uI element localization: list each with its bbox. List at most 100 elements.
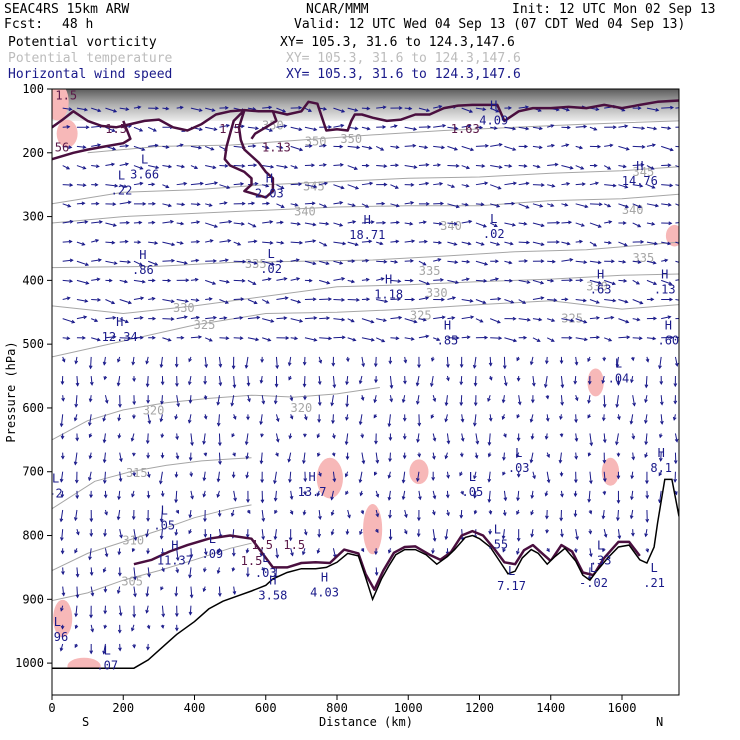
wind-arrowhead bbox=[68, 107, 73, 111]
wind-arrowhead bbox=[252, 223, 257, 228]
wind-arrowhead bbox=[545, 529, 549, 534]
wind-vector bbox=[589, 336, 600, 339]
wind-arrowhead bbox=[155, 106, 160, 111]
wind-vector bbox=[76, 260, 89, 266]
wind-arrowhead bbox=[341, 297, 346, 302]
wind-vector bbox=[262, 165, 274, 168]
wind-arrowhead bbox=[116, 516, 121, 521]
wind-vector bbox=[560, 395, 563, 405]
wind-arrowhead bbox=[587, 414, 591, 419]
wind-arrowhead bbox=[103, 494, 108, 499]
wind-arrowhead bbox=[279, 220, 284, 225]
pv-contour bbox=[52, 120, 132, 161]
wind-vector bbox=[418, 221, 426, 224]
wind-vector bbox=[62, 586, 65, 596]
wind-arrowhead bbox=[302, 460, 306, 465]
wind-arrowhead bbox=[529, 361, 534, 366]
wind-vector bbox=[561, 183, 570, 186]
wind-arrowhead bbox=[312, 239, 317, 243]
wind-arrowhead bbox=[303, 491, 307, 496]
wind-vector bbox=[489, 222, 498, 227]
wind-arrowhead bbox=[588, 530, 593, 535]
wind-arrowhead bbox=[637, 106, 642, 110]
theta-label: 350 bbox=[340, 132, 362, 146]
wind-arrowhead bbox=[502, 365, 507, 370]
x-tick-label: 400 bbox=[184, 701, 206, 715]
wind-arrowhead bbox=[516, 510, 520, 515]
wind-arrowhead bbox=[66, 336, 71, 341]
wind-vector bbox=[205, 222, 218, 228]
wind-vector bbox=[190, 316, 200, 320]
wind-vector bbox=[275, 567, 277, 579]
wind-arrowhead bbox=[97, 297, 102, 302]
extremum-value: 3.66 bbox=[130, 168, 159, 182]
wind-vector bbox=[275, 548, 278, 558]
wind-vector bbox=[332, 414, 334, 424]
wind-arrowhead bbox=[525, 105, 530, 110]
wind-arrowhead bbox=[210, 147, 215, 151]
wind-arrowhead bbox=[655, 108, 660, 112]
wind-vector bbox=[103, 414, 106, 421]
wind-arrowhead bbox=[487, 499, 492, 504]
wind-vector bbox=[347, 318, 355, 323]
wind-arrowhead bbox=[379, 241, 384, 246]
wind-vector bbox=[219, 299, 229, 304]
wind-arrowhead bbox=[60, 625, 65, 630]
wind-vector bbox=[432, 452, 435, 459]
wind-arrowhead bbox=[446, 474, 450, 479]
wind-arrowhead bbox=[660, 420, 664, 425]
wind-arrowhead bbox=[523, 221, 528, 226]
wind-arrowhead bbox=[203, 518, 207, 523]
wind-vector bbox=[133, 182, 143, 186]
wind-arrowhead bbox=[568, 335, 573, 340]
theta-label: 340 bbox=[294, 204, 316, 218]
wind-arrowhead bbox=[403, 380, 407, 385]
wind-vector bbox=[418, 490, 421, 500]
extremum-value: -.02 bbox=[579, 576, 608, 590]
wind-arrowhead bbox=[473, 422, 477, 427]
wind-vector bbox=[532, 375, 535, 386]
wind-vector bbox=[62, 241, 72, 243]
wind-vector bbox=[602, 375, 605, 384]
wind-vector bbox=[402, 490, 406, 500]
wind-vector bbox=[133, 567, 136, 580]
wind-vector bbox=[218, 433, 221, 446]
wind-arrowhead bbox=[473, 510, 478, 515]
wind-vector bbox=[133, 317, 143, 320]
wind-vector bbox=[133, 106, 141, 109]
extremum-kind: L bbox=[615, 357, 622, 371]
wind-vector bbox=[219, 184, 230, 189]
extremum-value: .96 bbox=[47, 630, 69, 644]
wind-arrowhead bbox=[654, 241, 659, 246]
wind-vector bbox=[146, 586, 149, 597]
wind-vector bbox=[119, 240, 128, 243]
wind-arrowhead bbox=[359, 492, 364, 497]
wind-arrowhead bbox=[612, 298, 617, 303]
wind-arrowhead bbox=[194, 277, 199, 282]
wind-arrowhead bbox=[503, 433, 507, 438]
wind-vector bbox=[532, 145, 542, 149]
wind-arrowhead bbox=[540, 296, 545, 300]
wind-arrowhead bbox=[579, 145, 584, 150]
wind-vector bbox=[632, 203, 642, 208]
wind-vector bbox=[176, 222, 184, 225]
theta-label: 325 bbox=[194, 318, 216, 332]
wind-vector bbox=[62, 220, 73, 224]
wind-vector bbox=[504, 299, 514, 304]
wind-vector bbox=[276, 297, 288, 300]
wind-arrowhead bbox=[601, 379, 606, 385]
wind-arrowhead bbox=[311, 201, 316, 206]
wind-vector bbox=[333, 107, 345, 113]
wind-vector bbox=[675, 184, 679, 186]
wind-arrowhead bbox=[223, 316, 228, 320]
wind-vector bbox=[148, 241, 158, 244]
wind-arrowhead bbox=[418, 496, 422, 501]
wind-arrowhead bbox=[530, 494, 535, 499]
wind-vector bbox=[531, 529, 534, 537]
wind-arrowhead bbox=[669, 147, 674, 152]
wind-arrowhead bbox=[74, 613, 78, 618]
wind-arrowhead bbox=[125, 107, 130, 111]
wind-arrowhead bbox=[502, 456, 506, 461]
wind-vector bbox=[190, 433, 193, 446]
wind-vector bbox=[103, 452, 106, 463]
